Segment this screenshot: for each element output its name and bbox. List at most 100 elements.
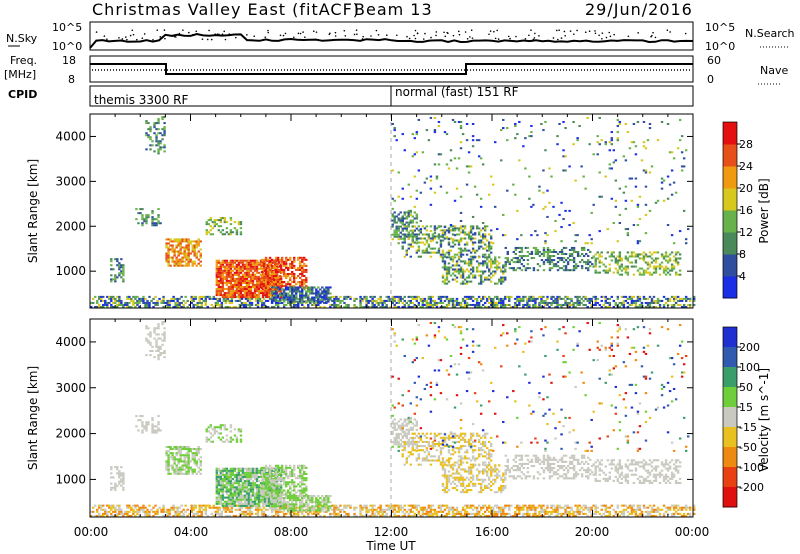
- power-cell: [636, 203, 640, 206]
- power-cell: [239, 223, 243, 226]
- power-cell: [178, 305, 181, 308]
- power-cell: [274, 298, 278, 301]
- power-cell: [135, 218, 138, 221]
- power-cell: [481, 262, 485, 265]
- velocity-cell: [556, 506, 559, 509]
- velocity-cell: [288, 512, 292, 515]
- power-cell: [680, 297, 684, 300]
- power-cell: [399, 235, 402, 238]
- power-cell: [425, 305, 429, 308]
- power-cell: [241, 263, 245, 266]
- velocity-cell: [481, 504, 485, 507]
- power-cell: [618, 122, 622, 126]
- power-cell: [295, 297, 298, 300]
- power-cell: [534, 301, 537, 304]
- velocity-cell: [664, 510, 668, 513]
- power-cell: [520, 246, 524, 249]
- power-cell: [288, 283, 292, 286]
- power-cell: [449, 245, 453, 248]
- power-cell: [257, 281, 261, 284]
- power-cell: [248, 299, 252, 302]
- power-cell: [481, 241, 485, 244]
- power-cell: [504, 265, 507, 268]
- power-cell: [278, 270, 282, 273]
- velocity-cell: [297, 514, 300, 517]
- power-cell: [278, 292, 282, 295]
- power-cell: [363, 295, 366, 298]
- velocity-cell: [496, 510, 499, 513]
- power-cell: [570, 299, 573, 302]
- nsearch-dot: [267, 31, 270, 34]
- power-cell: [562, 246, 566, 249]
- power-cell: [592, 153, 595, 156]
- power-cell: [313, 299, 316, 302]
- power-cell: [423, 297, 427, 300]
- power-cell: [278, 288, 282, 291]
- power-cell: [278, 300, 282, 303]
- velocity-cell: [307, 512, 310, 515]
- power-cell: [477, 239, 481, 242]
- power-cell: [421, 233, 425, 236]
- power-cell: [419, 241, 423, 244]
- power-cell: [447, 227, 451, 230]
- power-cell: [239, 275, 243, 278]
- velocity-cell: [477, 504, 481, 507]
- power-cell: [124, 303, 127, 306]
- power-cell: [614, 303, 618, 306]
- nsearch-dot: [588, 30, 591, 33]
- power-cell: [270, 301, 274, 304]
- power-cell: [445, 270, 449, 273]
- power-cell: [441, 274, 445, 277]
- power-cell: [106, 295, 109, 298]
- power-cell: [222, 299, 226, 302]
- velocity-cell: [431, 512, 435, 515]
- power-cell: [247, 294, 251, 297]
- velocity-cell: [644, 506, 648, 509]
- power-cell: [634, 265, 638, 268]
- velocity-cell: [492, 514, 495, 517]
- power-cell: [612, 222, 616, 225]
- power-cell: [407, 243, 410, 246]
- power-cell: [580, 248, 584, 251]
- power-cell: [403, 213, 406, 216]
- velocity-cell: [411, 504, 415, 507]
- power-cell: [337, 303, 340, 306]
- power-cell: [457, 272, 461, 275]
- power-cell: [305, 300, 308, 303]
- freq-frame: [89, 55, 694, 83]
- velocity-cell: [118, 508, 121, 511]
- power-cell: [391, 197, 394, 200]
- velocity-cell: [502, 512, 505, 515]
- power-cell: [235, 229, 239, 232]
- power-cell: [191, 262, 194, 265]
- power-cell: [183, 260, 186, 263]
- velocity-cell: [522, 514, 525, 517]
- velocity-cell: [576, 510, 579, 513]
- power-cell: [359, 297, 362, 300]
- power-cell: [644, 301, 648, 304]
- power-cell: [377, 297, 380, 300]
- velocity-cell: [393, 508, 396, 511]
- power-cell: [427, 139, 431, 142]
- power-cell: [114, 299, 117, 302]
- power-cell: [272, 296, 276, 299]
- power-cell: [104, 301, 107, 304]
- power-cell: [176, 299, 179, 302]
- power-cell: [455, 264, 459, 267]
- nsearch-dot: [178, 32, 181, 35]
- power-cell: [276, 294, 280, 297]
- power-cell: [415, 237, 419, 240]
- power-cell: [213, 219, 217, 222]
- velocity-cell: [528, 514, 531, 517]
- power-cell: [108, 297, 111, 300]
- power-cell: [546, 248, 550, 251]
- power-cell: [229, 265, 233, 268]
- power-cell: [453, 157, 457, 160]
- velocity-cell: [369, 514, 372, 517]
- power-cell: [566, 295, 569, 298]
- velocity-cell: [96, 510, 99, 513]
- power-cell: [257, 296, 261, 299]
- power-cell: [187, 256, 190, 259]
- power-cell: [496, 301, 499, 304]
- velocity-cell: [461, 506, 465, 509]
